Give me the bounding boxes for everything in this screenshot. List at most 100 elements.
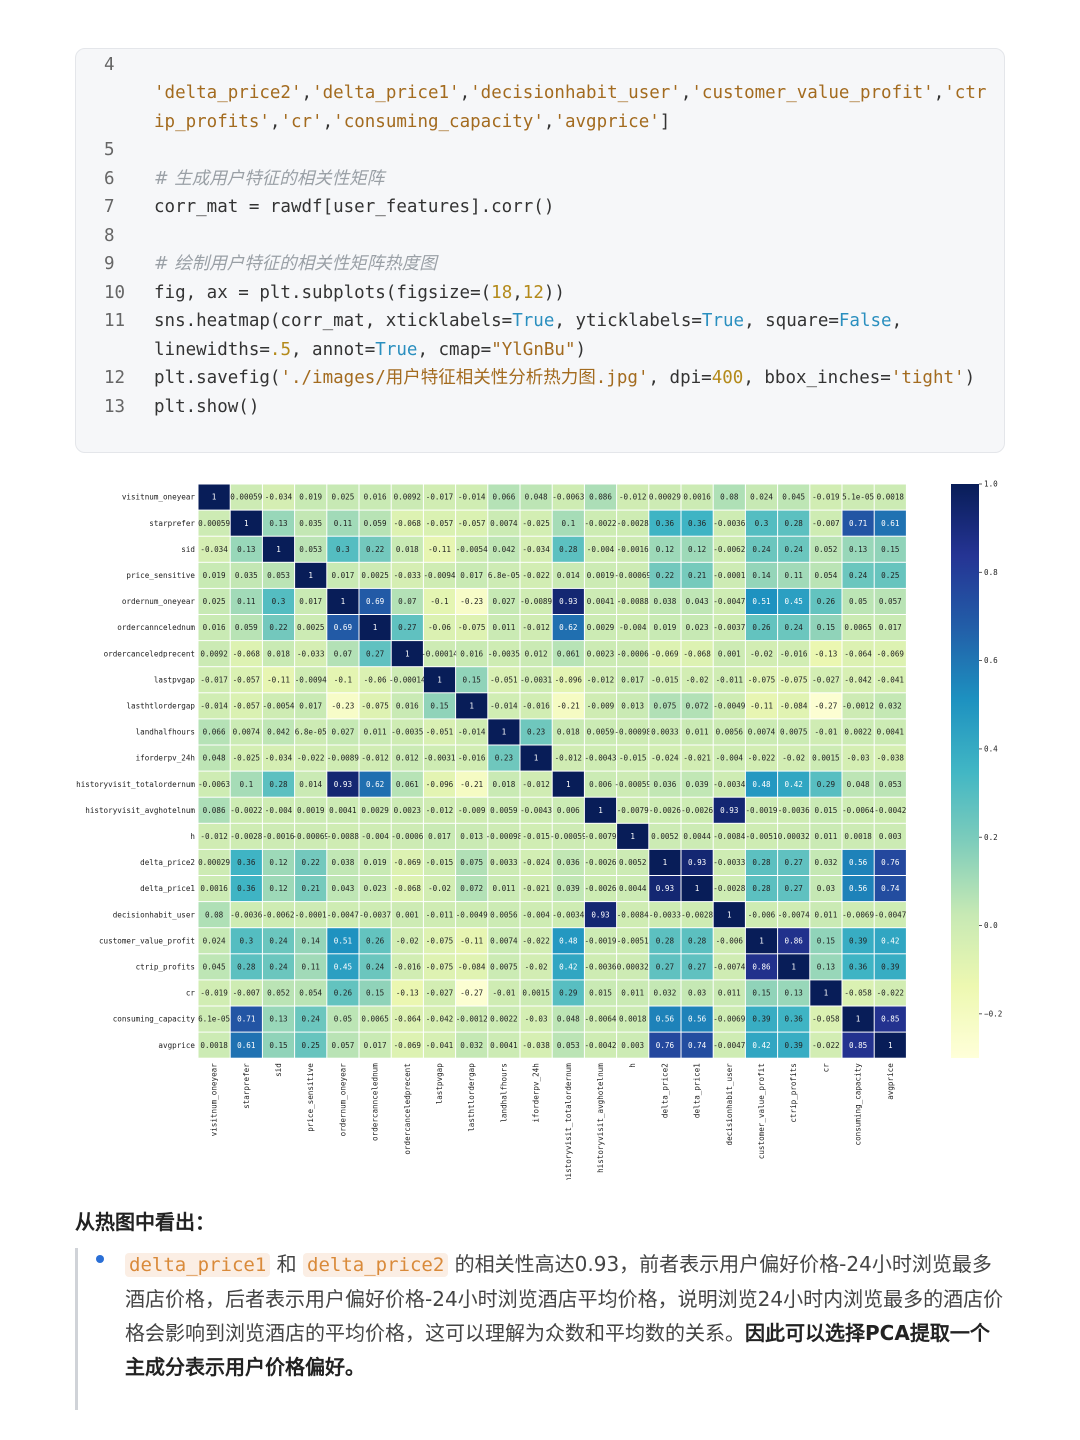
cell-annotation: 0.032: [653, 989, 676, 998]
heatmap-cell: [230, 484, 262, 510]
cell-annotation: -0.0088: [617, 597, 649, 606]
heatmap-cell: [649, 745, 681, 771]
heatmap-cell: [198, 980, 230, 1006]
heatmap-cell: [713, 536, 745, 562]
cell-annotation: -0.004: [587, 545, 615, 554]
heatmap-cell: [745, 719, 778, 745]
heatmap-cell: [359, 1032, 391, 1058]
heatmap-cell: [423, 771, 456, 797]
heatmap-cell: [488, 902, 520, 928]
heatmap-cell: [520, 745, 552, 771]
heatmap-cell: [327, 667, 359, 693]
heatmap-cell: [649, 823, 681, 849]
heatmap-cell: [488, 1006, 520, 1032]
cell-annotation: -0.012: [200, 832, 227, 841]
cell-annotation: 6.1e-05: [198, 1015, 230, 1024]
heatmap-cell: [327, 797, 359, 823]
cell-annotation: 0.11: [237, 597, 256, 606]
heatmap-cell: [520, 928, 552, 954]
cell-annotation: 0.07: [334, 649, 352, 658]
cell-annotation: -0.0036: [230, 910, 262, 919]
cell-annotation: -0.0035: [488, 649, 520, 658]
cell-annotation: -0.0031: [423, 754, 455, 763]
cell-annotation: 0.053: [267, 571, 290, 580]
heatmap-cell: [745, 823, 778, 849]
heatmap-cell: [745, 797, 778, 823]
heatmap-cell: [230, 641, 262, 667]
cell-annotation: 0.0044: [683, 832, 711, 841]
cell-annotation: -0.0026: [681, 806, 713, 815]
code-line: 6 # 生成用户特征的相关性矩阵: [76, 165, 1006, 193]
heatmap-cell: [456, 693, 488, 719]
cell-annotation: 0.017: [331, 571, 354, 580]
heatmap-cell: [874, 1032, 906, 1058]
cell-annotation: 0.0092: [200, 649, 227, 658]
cell-annotation: 0.011: [621, 989, 644, 998]
heatmap-cell: [810, 588, 842, 614]
heatmap-cell: [745, 849, 778, 875]
cell-annotation: -0.0084: [713, 832, 745, 841]
cell-annotation: -0.022: [812, 1041, 839, 1050]
cell-annotation: -0.0043: [520, 806, 552, 815]
heatmap-cell: [198, 562, 230, 588]
cell-annotation: -0.069: [877, 649, 905, 658]
cell-annotation: 0.1: [561, 519, 575, 528]
cell-annotation: 0.39: [752, 1015, 771, 1024]
heatmap-cell: [617, 641, 649, 667]
heatmap-cell: [842, 588, 874, 614]
heatmap-cell: [745, 562, 778, 588]
heatmap-cell: [423, 719, 456, 745]
cell-annotation: -0.1: [334, 675, 353, 684]
cell-annotation: 1: [437, 675, 442, 684]
heatmap-cell: [552, 693, 584, 719]
cell-annotation: -0.057: [426, 519, 453, 528]
cell-annotation: 0.054: [814, 571, 837, 580]
cell-annotation: 0.001: [718, 649, 741, 658]
cell-annotation: -0.025: [522, 519, 549, 528]
heatmap-cell: [327, 823, 359, 849]
cell-annotation: -0.016: [780, 649, 808, 658]
heatmap-cell: [810, 745, 842, 771]
heatmap-cell: [617, 667, 649, 693]
heatmap-cell: [649, 876, 681, 902]
cell-annotation: -0.058: [844, 989, 872, 998]
heatmap-cell: [295, 641, 327, 667]
heatmap-cell: [327, 1006, 359, 1032]
cell-annotation: 0.69: [334, 623, 353, 632]
cell-annotation: -0.0069: [842, 910, 874, 919]
cell-annotation: -0.034: [265, 754, 293, 763]
cell-annotation: 0.15: [269, 1041, 287, 1050]
cell-annotation: 0.25: [302, 1041, 320, 1050]
heatmap-cell: [520, 693, 552, 719]
cell-annotation: 0.11: [302, 962, 321, 971]
heatmap-cell: [520, 536, 552, 562]
cell-annotation: 0.11: [785, 571, 804, 580]
heatmap-cell: [488, 484, 520, 510]
heatmap-cell: [552, 641, 584, 667]
cell-annotation: 0.0015: [522, 989, 549, 998]
heatmap-cell: [359, 1006, 391, 1032]
heatmap-cell: [874, 615, 906, 641]
cell-annotation: -0.014: [458, 728, 486, 737]
x-tick-label: price_sensitive: [306, 1063, 315, 1132]
cell-annotation: 0.14: [752, 571, 771, 580]
cell-annotation: -0.0037: [713, 623, 745, 632]
cell-annotation: -0.0019: [584, 936, 616, 945]
cell-annotation: 0.15: [463, 675, 481, 684]
cell-annotation: -0.0051: [617, 936, 649, 945]
heatmap-cell: [681, 1006, 713, 1032]
heatmap-cell: [359, 588, 391, 614]
cell-annotation: 0.15: [752, 989, 770, 998]
cell-annotation: 0.28: [688, 936, 707, 945]
heatmap-cell: [617, 745, 649, 771]
cell-annotation: -0.021: [683, 754, 711, 763]
heatmap-cell: [874, 902, 906, 928]
cell-annotation: -0.075: [458, 623, 485, 632]
cell-annotation: 0.23: [495, 754, 513, 763]
cell-annotation: -0.022: [297, 754, 324, 763]
cell-annotation: 0.85: [881, 1015, 899, 1024]
x-tick-label: ordercanncelednum: [371, 1063, 380, 1141]
cell-annotation: -0.0022: [584, 519, 616, 528]
code-line: 9 # 绘制用户特征的相关性矩阵热度图: [76, 250, 1006, 278]
heatmap-cell: [295, 902, 327, 928]
